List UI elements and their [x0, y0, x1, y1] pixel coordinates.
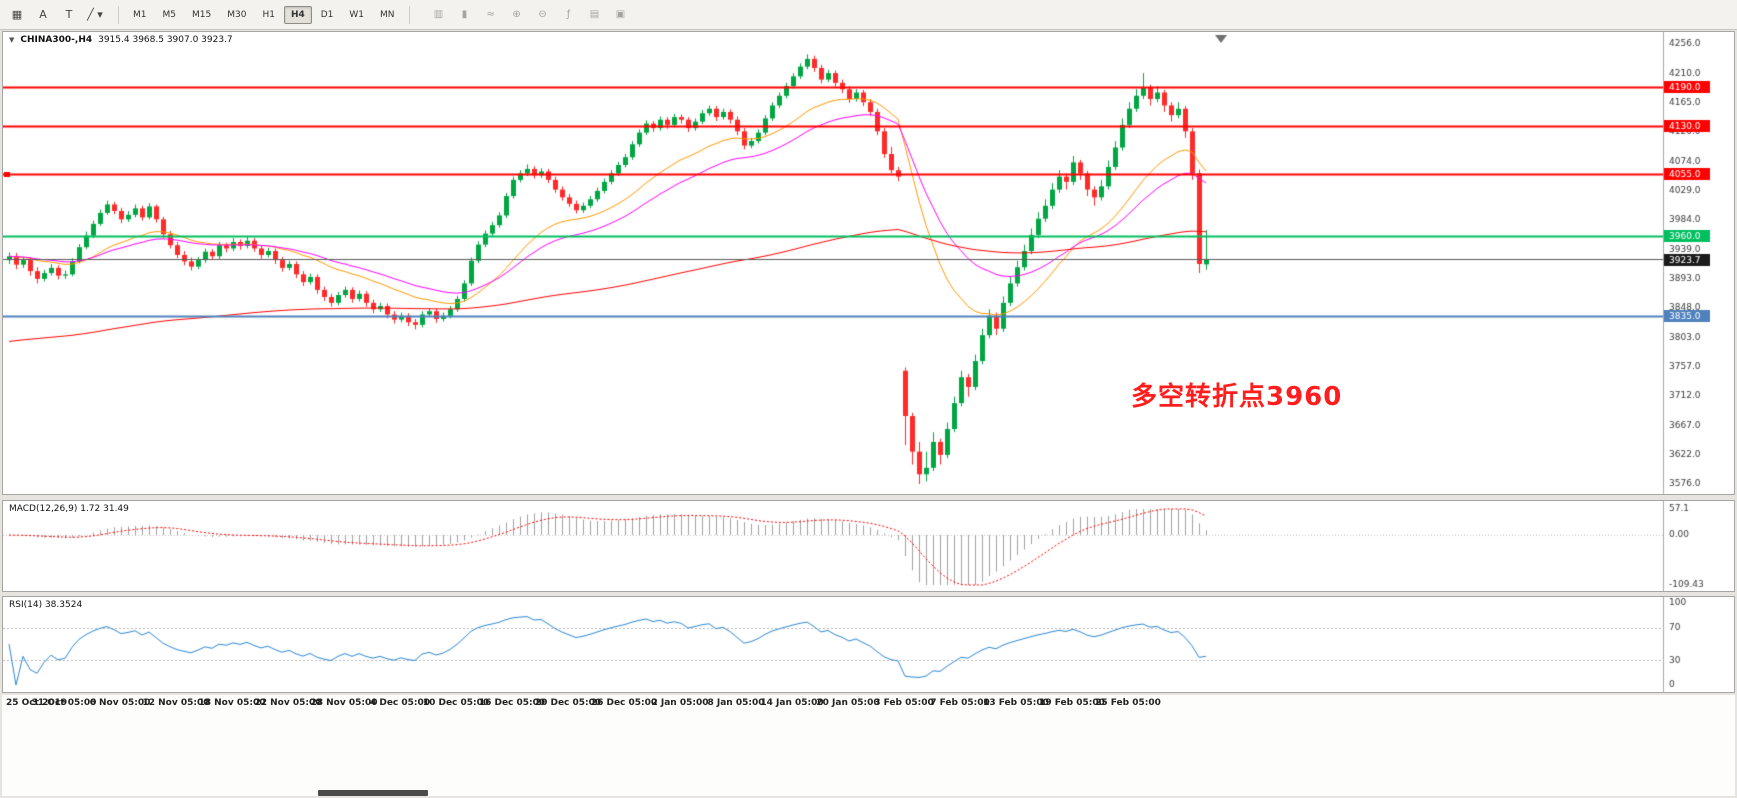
time-axis[interactable]: 25 Oct 2019 31 Oct 05:00 6 Nov 05:00 12 Nov…: [2, 695, 1735, 711]
drawing-tools-dropdown[interactable]: ╱ ▾: [87, 8, 103, 21]
time-label: 19 Feb 05:00: [1039, 698, 1105, 708]
time-label: 2 Jan 05:00: [651, 698, 709, 708]
symbol-timeframe-label: CHINA300-,H4: [20, 35, 93, 45]
symbol-dropdown-icon[interactable]: ▼: [9, 36, 15, 44]
time-periods-icon[interactable]: ▤: [589, 9, 600, 20]
candlestick-chart-icon[interactable]: ▮: [461, 9, 468, 20]
timeframe-w1[interactable]: W1: [349, 9, 365, 20]
time-label: 3 Feb 05:00: [874, 698, 934, 708]
timeframe-m15[interactable]: M15: [192, 9, 212, 20]
timeframe-toolbar: M1 M5 M15 M30 H1 H4 D1 W1 MN: [118, 5, 410, 24]
time-label: 8 Jan 05:00: [707, 698, 765, 708]
text-label-tool[interactable]: T: [65, 8, 73, 21]
line-chart-icon[interactable]: ≈: [486, 9, 495, 20]
time-label: 10 Dec 05:00: [422, 698, 490, 708]
chart-toolbar: ▥ ▮ ≈ ⊕ ⊖ ƒ ▤ ▣: [426, 4, 634, 26]
toolbar: ▦ A T ╱ ▾ M1 M5 M15 M30 H1 H4 D1 W1 MN ▥ ▮ ≈ ⊕ ⊖ ƒ ▤ ▣: [0, 0, 1737, 30]
time-label: 14 Jan 05:00: [760, 698, 824, 708]
time-label: 28 Nov 05:00: [310, 698, 378, 708]
main-chart-panel: ▼ CHINA300-,H4 3915.4 3968.5 3907.0 3923…: [2, 31, 1735, 495]
timeframe-m1[interactable]: M1: [133, 9, 147, 20]
time-label: 16 Dec 05:00: [478, 698, 546, 708]
time-label: 6 Nov 05:00: [89, 698, 151, 708]
time-label: 25 Feb 05:00: [1095, 698, 1161, 708]
templates-icon[interactable]: ▣: [615, 9, 626, 20]
rsi-panel: RSI(14) 38.3524: [2, 596, 1735, 693]
timeframe-h1[interactable]: H1: [262, 9, 275, 20]
macd-panel: MACD(12,26,9) 1.72 31.49: [2, 500, 1735, 592]
macd-label: MACD(12,26,9) 1.72 31.49: [9, 504, 129, 514]
timeframe-mn[interactable]: MN: [380, 9, 395, 20]
rsi-label: RSI(14) 38.3524: [9, 600, 83, 610]
ohlc-values: 3915.4 3968.5 3907.0 3923.7: [98, 35, 233, 45]
time-label: 12 Nov 05:00: [142, 698, 210, 708]
timeframe-d1[interactable]: D1: [320, 9, 334, 20]
horizontal-scrollbar-thumb[interactable]: [318, 790, 428, 796]
timeframe-m5[interactable]: M5: [162, 9, 177, 20]
main-chart-canvas[interactable]: [3, 32, 1734, 494]
time-label: 22 Nov 05:00: [254, 698, 322, 708]
tick-chart-icon[interactable]: ▦: [11, 8, 23, 21]
timeframe-h4[interactable]: H4: [283, 5, 312, 24]
indicators-icon[interactable]: ƒ: [566, 9, 571, 20]
macd-canvas[interactable]: [3, 501, 1734, 591]
chart-footer: [2, 695, 1735, 796]
chart-title: ▼ CHINA300-,H4 3915.4 3968.5 3907.0 3923…: [9, 35, 233, 45]
time-label: 7 Feb 05:00: [930, 698, 990, 708]
rsi-canvas[interactable]: [3, 597, 1734, 692]
zoom-in-icon[interactable]: ⊕: [512, 9, 521, 20]
time-label: 26 Dec 05:00: [590, 698, 658, 708]
zoom-out-icon[interactable]: ⊖: [538, 9, 547, 20]
bar-chart-icon[interactable]: ▥: [433, 9, 444, 20]
drawing-toolbar: ▦ A T ╱ ▾: [4, 4, 108, 26]
time-label: 18 Nov 05:00: [198, 698, 266, 708]
chart-annotation: 多空转折点3960: [1131, 382, 1343, 412]
time-label: 25 Oct 2019: [6, 698, 68, 708]
time-label: 20 Jan 05:00: [816, 698, 880, 708]
time-label: 20 Dec 05:00: [534, 698, 602, 708]
timeframe-m30[interactable]: M30: [227, 9, 247, 20]
time-label: 13 Feb 05:00: [983, 698, 1049, 708]
time-label: 4 Dec 05:00: [369, 698, 431, 708]
time-label: 31 Oct 05:00: [31, 698, 97, 708]
text-annotation-tool[interactable]: A: [39, 8, 47, 21]
